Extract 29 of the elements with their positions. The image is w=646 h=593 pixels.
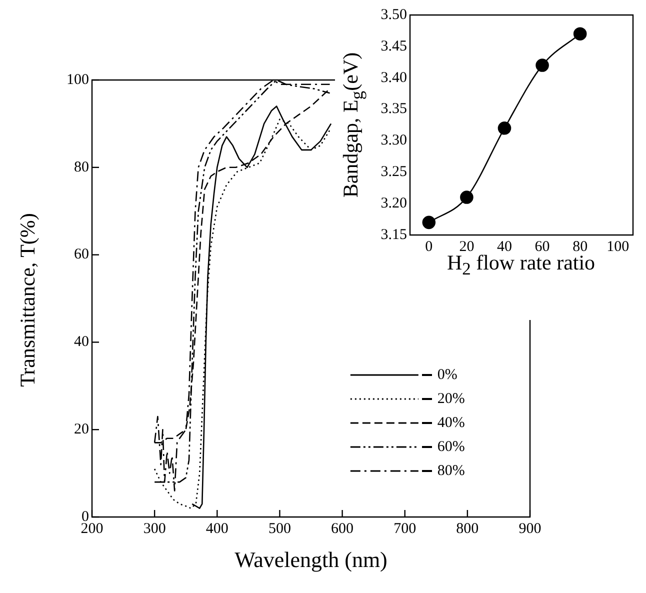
x-tick-label: 700 xyxy=(394,520,416,537)
y-tick-label: 3.15 xyxy=(380,226,407,243)
y-axis-title: Transmittance, T(%) xyxy=(16,213,40,387)
x-tick-label: 900 xyxy=(518,520,542,537)
y-tick-label: 80 xyxy=(74,159,89,176)
x-tick-label: 600 xyxy=(331,520,354,537)
legend-label: 40% xyxy=(437,414,465,432)
y-tick-label: 20 xyxy=(74,422,89,438)
y-tick-label: 3.40 xyxy=(380,70,407,86)
y-tick-label: 3.30 xyxy=(380,132,407,149)
legend-label: 0% xyxy=(437,366,458,384)
x-tick-label: 0 xyxy=(425,238,433,255)
y-tick-label: 3.50 xyxy=(380,6,407,23)
y-tick-label: 3.45 xyxy=(380,38,407,54)
x-tick-label: 400 xyxy=(206,520,228,537)
x-tick-label: 300 xyxy=(143,520,166,537)
x-tick-label: 500 xyxy=(268,520,291,537)
y-tick-label: 3.35 xyxy=(380,101,407,118)
legend-label: 20% xyxy=(437,390,465,408)
x-tick-label: 800 xyxy=(456,520,479,537)
x-tick-label: 100 xyxy=(606,238,630,255)
x-axis-title: Wavelength (nm) xyxy=(234,547,388,573)
legend-label: 60% xyxy=(437,438,465,456)
y-tick-label: 3.25 xyxy=(380,164,407,180)
y-tick-label: 100 xyxy=(66,72,89,88)
legend-label: 80% xyxy=(437,462,465,480)
y-tick-label: 3.20 xyxy=(380,196,407,212)
y-tick-label: 40 xyxy=(74,334,89,350)
x-tick-label: 200 xyxy=(80,520,104,537)
